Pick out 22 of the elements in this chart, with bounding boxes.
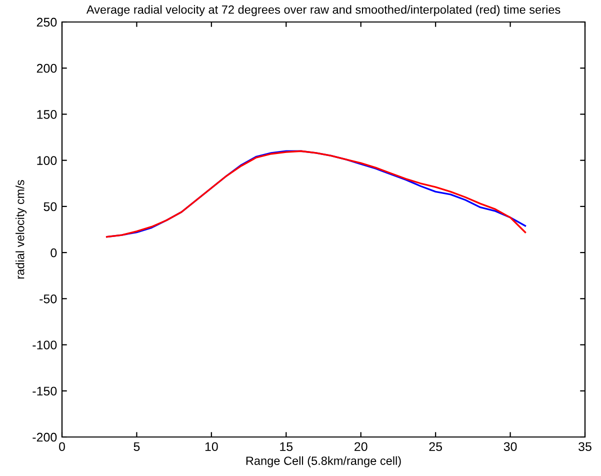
y-tick-label: 0 [50, 248, 57, 258]
x-tick-label: 10 [205, 442, 218, 452]
x-tick-label: 30 [504, 442, 517, 452]
y-tick-label: 200 [36, 64, 57, 73]
x-axis-title: Range Cell (5.8km/range cell) [246, 456, 401, 468]
y-tick-label: 100 [37, 156, 57, 165]
y-tick-label: 50 [44, 202, 57, 212]
y-tick-label: -150 [32, 386, 57, 396]
chart-title: Average radial velocity at 72 degrees over raw and smoothed/interpolated (red) time series [86, 5, 560, 16]
x-tick-label: 20 [354, 442, 368, 452]
y-tick-label: -200 [32, 432, 57, 442]
y-axis-title: radial velocity cm/s [16, 180, 27, 279]
line-series [106, 150, 526, 238]
x-tick-label: 5 [134, 442, 140, 452]
y-tick-label: -100 [32, 340, 57, 350]
x-tick-label: 35 [578, 442, 592, 452]
y-tick-label: 150 [37, 110, 57, 119]
x-tick-label: 15 [280, 442, 293, 452]
x-tick-label: 0 [59, 442, 65, 452]
y-tick-label: -50 [40, 294, 57, 304]
x-tick-label: 25 [429, 442, 442, 452]
y-tick-label: 250 [36, 18, 57, 27]
